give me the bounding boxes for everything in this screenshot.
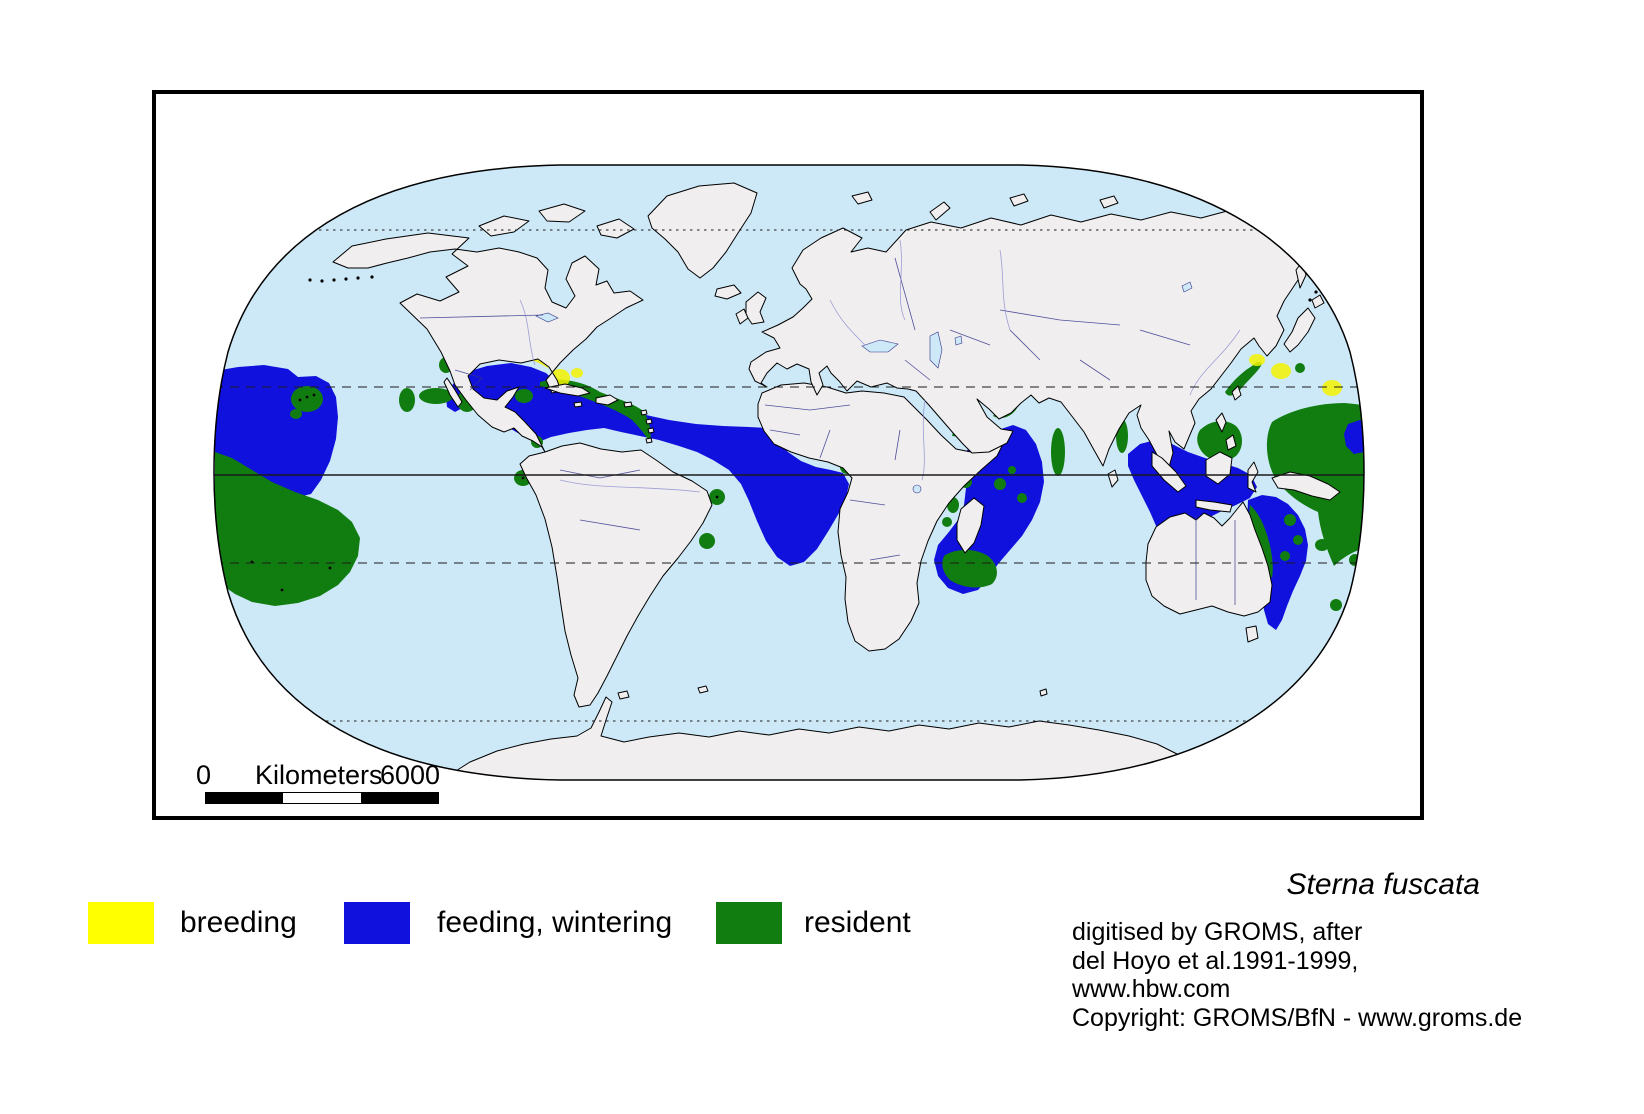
iceland xyxy=(714,284,742,300)
north-america xyxy=(332,232,644,453)
java xyxy=(1195,499,1233,513)
madagascar xyxy=(956,497,985,554)
credits-line: Copyright: GROMS/BfN - www.groms.de xyxy=(1072,1003,1523,1032)
eurasia xyxy=(748,207,1362,480)
borneo xyxy=(1205,451,1233,485)
hispaniola xyxy=(595,394,619,406)
credits-block: digitised by GROMS, after del Hoyo et al… xyxy=(1072,918,1522,1032)
legend-label-resident: resident xyxy=(804,906,911,939)
ireland xyxy=(735,308,749,325)
south-america xyxy=(519,442,713,708)
rivers xyxy=(519,239,1241,493)
scale-zero-label: 0 xyxy=(196,760,212,790)
legend-label-breeding: breeding xyxy=(180,906,297,939)
credits-line: del Hoyo et al.1991-1999, xyxy=(1072,946,1359,975)
latitude-lines xyxy=(214,229,1364,722)
credits-line: digitised by GROMS, after xyxy=(1072,918,1363,946)
new-guinea xyxy=(1271,471,1341,501)
scale-bar-segment xyxy=(206,793,283,803)
australia xyxy=(1145,501,1273,617)
map-outline xyxy=(213,164,1365,781)
country-borders xyxy=(419,257,1236,605)
feeding-wintering-overlay xyxy=(1344,420,1364,454)
taiwan xyxy=(1231,385,1242,401)
scale-bar xyxy=(205,792,439,804)
new-zealand xyxy=(1344,609,1357,629)
lakes xyxy=(535,281,1193,494)
scale-bar-segment xyxy=(283,793,361,803)
legend-label-feeding-wintering: feeding, wintering xyxy=(437,906,673,939)
tasmania xyxy=(1245,625,1259,643)
scale-bar-segment xyxy=(361,793,438,803)
antarctica xyxy=(447,696,1196,780)
greenland xyxy=(647,182,758,279)
scale-max-label: 6000 xyxy=(380,760,441,790)
credits-line: www.hbw.com xyxy=(1072,975,1231,1003)
legend-swatch-feeding-wintering xyxy=(344,902,410,944)
africa xyxy=(757,382,1005,652)
sulawesi xyxy=(1247,461,1259,493)
japan xyxy=(1283,307,1316,353)
scale-unit-label: Kilometers xyxy=(255,760,383,790)
sri-lanka xyxy=(1107,469,1119,488)
baja-california xyxy=(443,377,463,408)
legend-swatch-breeding xyxy=(88,902,154,944)
sumatra xyxy=(1151,451,1187,493)
species-title: Sterna fuscata xyxy=(1286,868,1480,901)
legend-swatch-resident xyxy=(716,902,782,944)
continents xyxy=(250,182,1362,780)
